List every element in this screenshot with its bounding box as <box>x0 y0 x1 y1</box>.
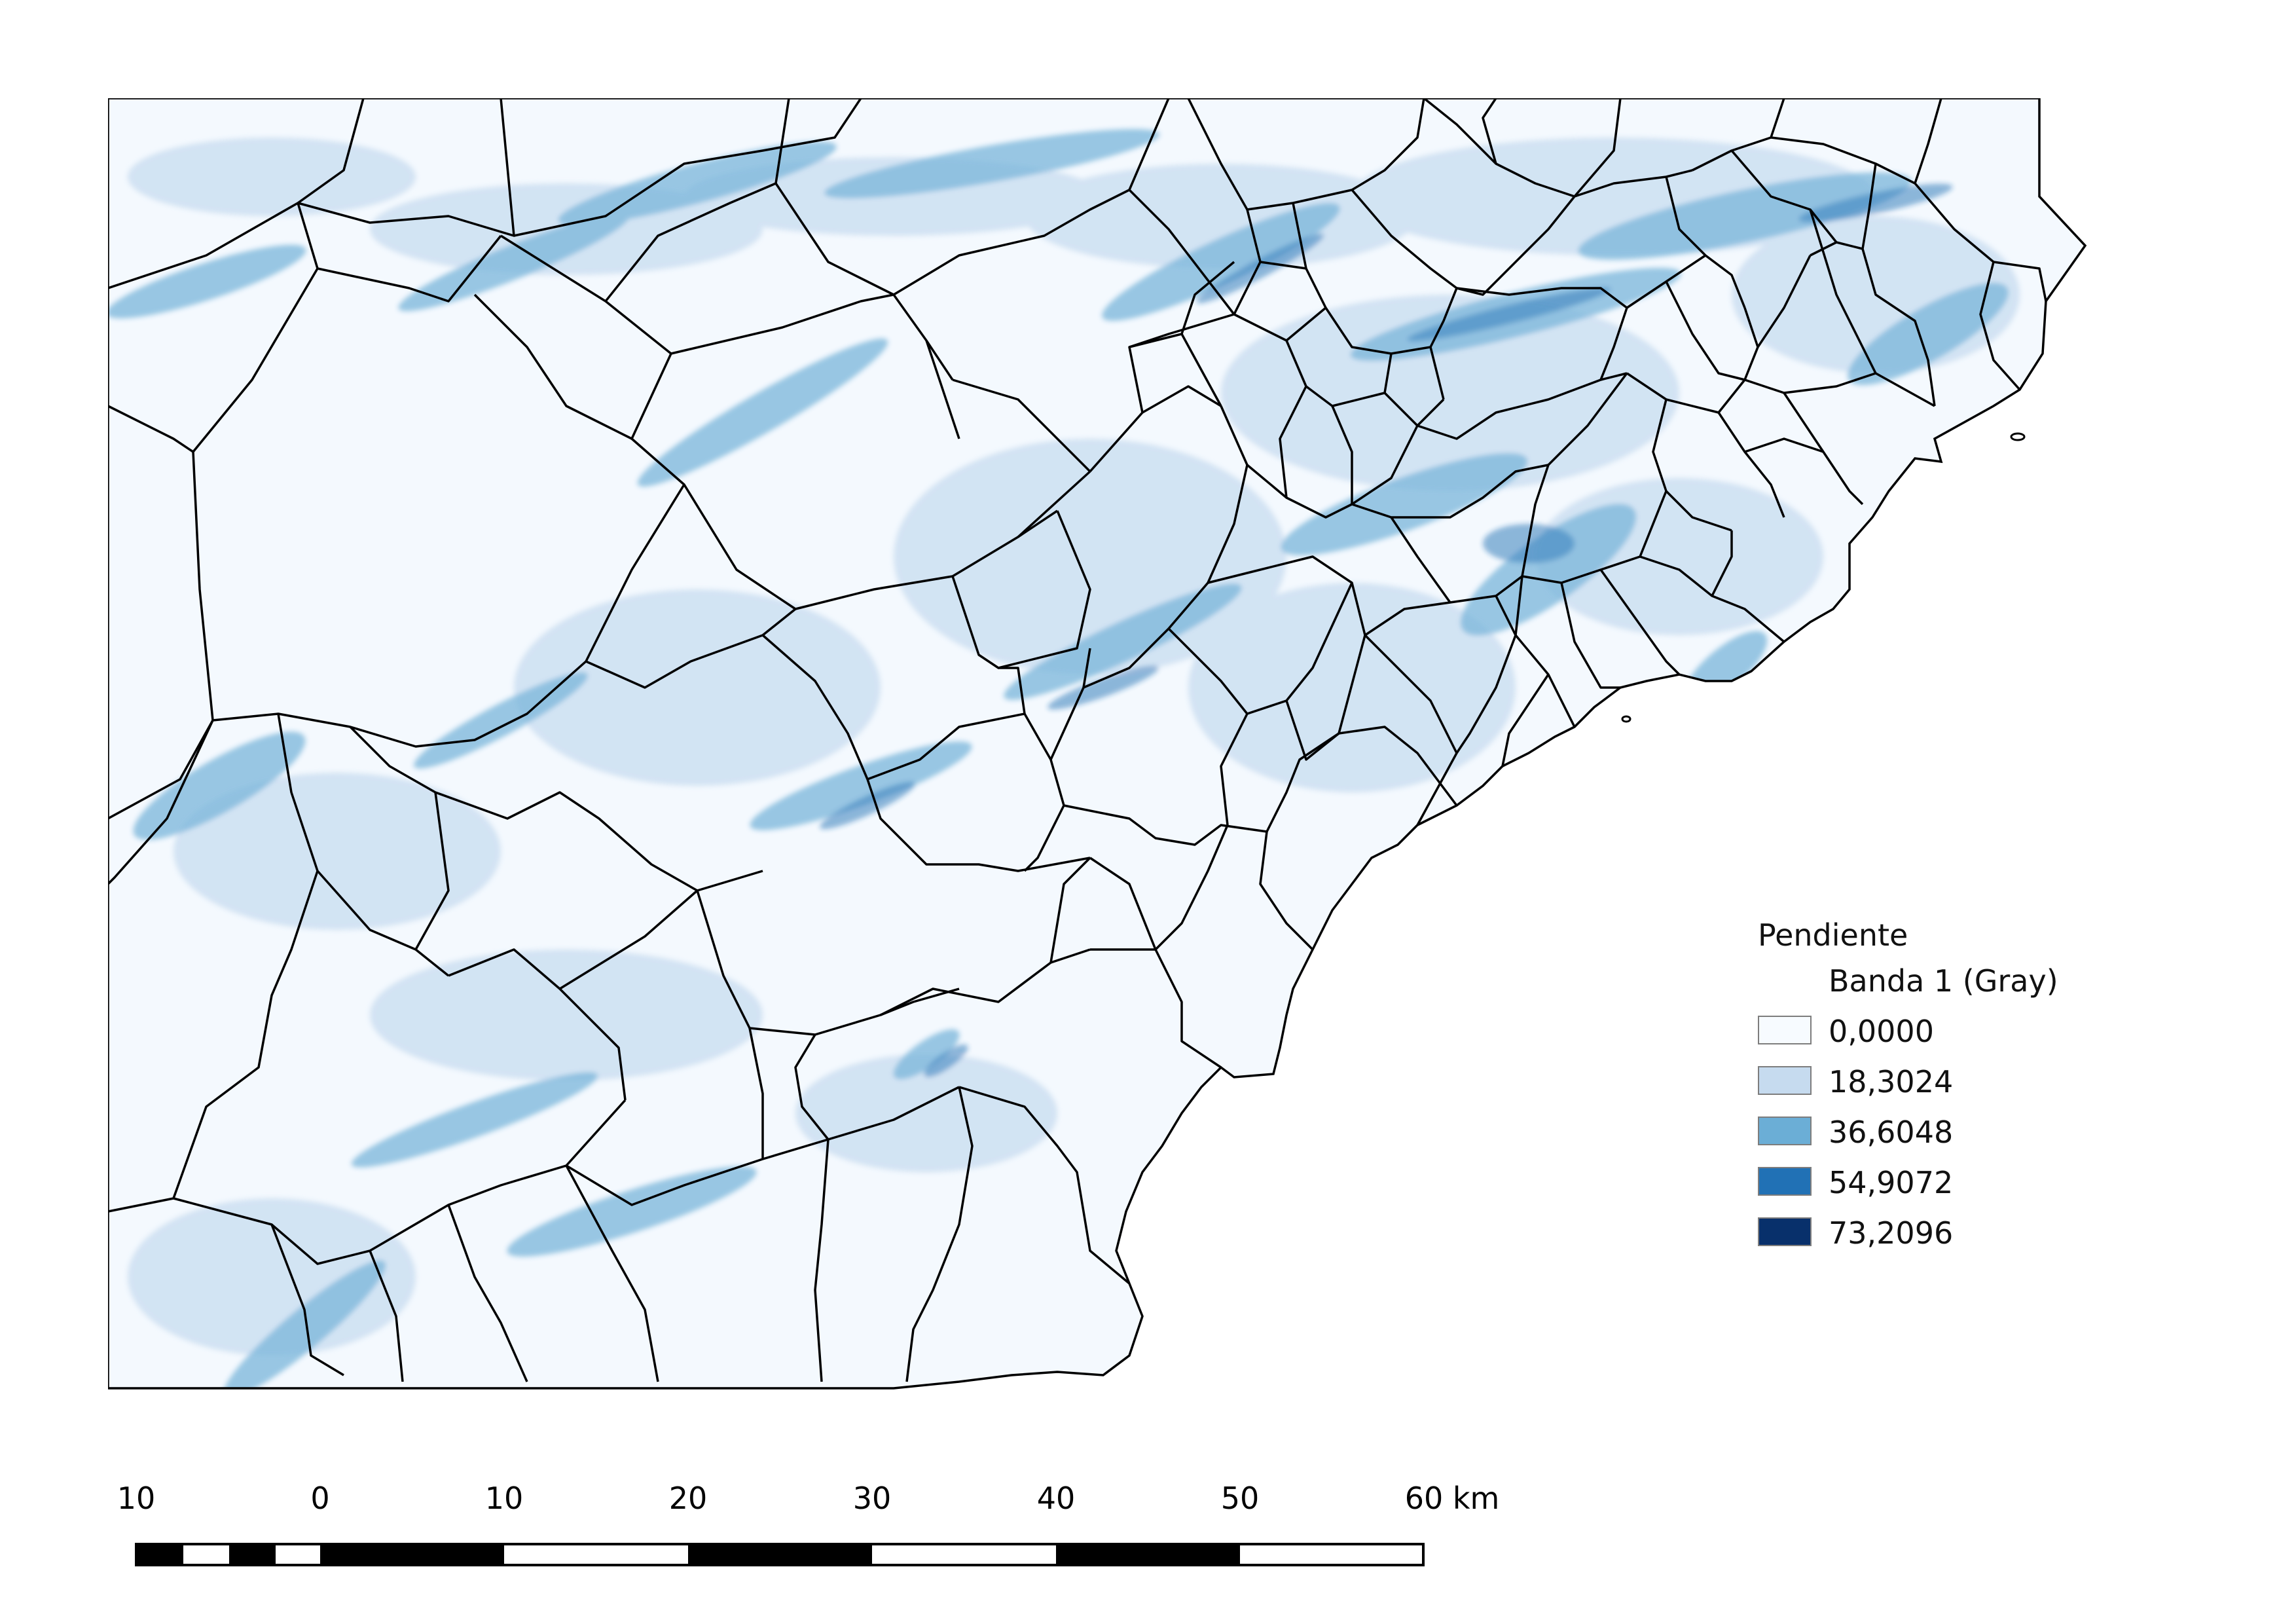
slope-raster <box>108 129 2020 1388</box>
scale-segment <box>229 1545 276 1564</box>
scale-bar: 10 0 10 20 30 40 50 60 km <box>0 1480 2296 1578</box>
legend-value: 54,9072 <box>1829 1165 1954 1200</box>
scale-segment <box>1056 1545 1240 1564</box>
islands <box>1621 432 2026 723</box>
scale-segment <box>137 1545 183 1564</box>
scale-label: 10 <box>484 1481 524 1516</box>
scale-segment <box>504 1545 688 1564</box>
municipal-boundaries <box>108 98 2047 1382</box>
legend-value: 18,3024 <box>1829 1064 1954 1099</box>
scale-label: 0 <box>310 1481 330 1516</box>
slope-map[interactable] <box>108 98 2105 1408</box>
legend: Pendiente Banda 1 (Gray) 0,0000 18,3024 … <box>1758 915 2098 1253</box>
legend-swatch <box>1758 1016 1812 1044</box>
scale-bar-track <box>135 1543 1425 1566</box>
scale-label: 20 <box>668 1481 708 1516</box>
scale-segment <box>183 1545 229 1564</box>
legend-swatch <box>1758 1167 1812 1196</box>
legend-band-label: Banda 1 (Gray) <box>1829 963 2058 999</box>
scale-segment <box>320 1545 504 1564</box>
scale-segment <box>1240 1545 1422 1564</box>
legend-swatch <box>1758 1066 1812 1095</box>
legend-swatch <box>1758 1217 1812 1246</box>
legend-value: 0,0000 <box>1829 1014 1934 1049</box>
legend-entry: 73,2096 <box>1758 1215 2098 1253</box>
scale-label: 30 <box>852 1481 892 1516</box>
scale-label: 10 <box>117 1481 156 1516</box>
legend-entry: 0,0000 <box>1758 1014 2098 1051</box>
legend-swatch <box>1758 1116 1812 1145</box>
scale-label: 40 <box>1036 1481 1076 1516</box>
legend-entry: 36,6048 <box>1758 1115 2098 1152</box>
legend-entry: 54,9072 <box>1758 1165 2098 1202</box>
scale-segment <box>688 1545 872 1564</box>
slope-map-svg <box>108 98 2086 1390</box>
legend-value: 73,2096 <box>1829 1215 1954 1251</box>
legend-value: 36,6048 <box>1829 1115 1954 1150</box>
scale-segment <box>872 1545 1056 1564</box>
scale-label: 60 km <box>1404 1481 1500 1516</box>
scale-segment <box>276 1545 320 1564</box>
legend-title: Pendiente <box>1758 917 1908 953</box>
scale-label: 50 <box>1220 1481 1260 1516</box>
legend-entry: 18,3024 <box>1758 1064 2098 1101</box>
